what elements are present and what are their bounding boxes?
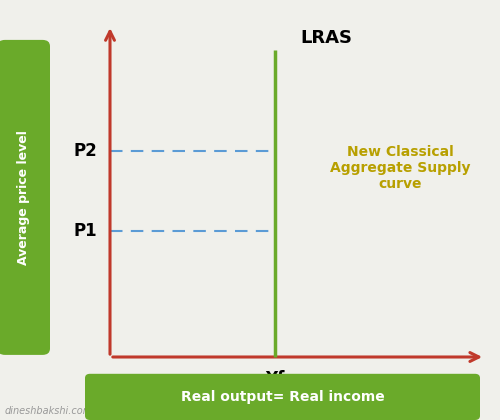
Text: P2: P2 [74,142,98,160]
FancyBboxPatch shape [0,40,50,355]
Text: Yf: Yf [266,370,284,388]
Text: dineshbakshi.com: dineshbakshi.com [5,406,93,416]
Text: LRAS: LRAS [300,29,352,47]
Text: P1: P1 [74,222,98,240]
Text: New Classical
Aggregate Supply
curve: New Classical Aggregate Supply curve [330,145,470,191]
Text: Average price level: Average price level [18,130,30,265]
Text: Real output= Real income: Real output= Real income [180,390,384,404]
FancyBboxPatch shape [85,374,480,420]
